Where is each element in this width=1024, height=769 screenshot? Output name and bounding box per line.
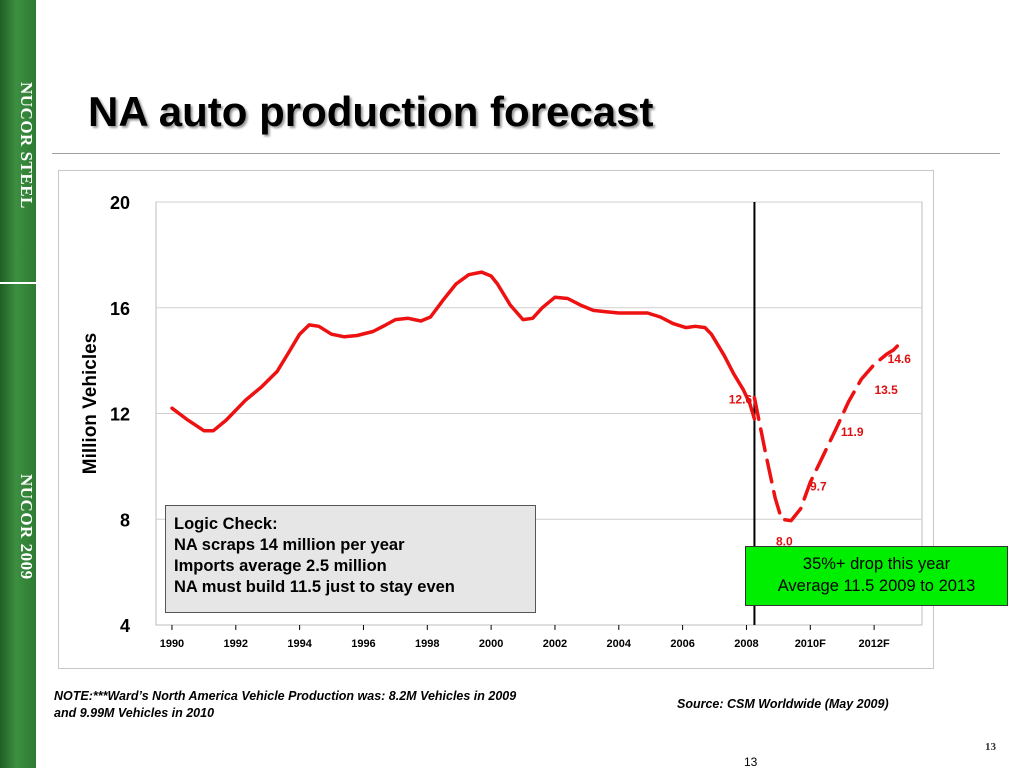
logic-check-box: Logic Check: NA scraps 14 million per ye… bbox=[165, 505, 536, 613]
sidebar: NUCOR STEEL NUCOR 2009 bbox=[0, 0, 36, 768]
data-label: 14.6 bbox=[888, 352, 912, 366]
data-label: 13.5 bbox=[874, 383, 898, 397]
logic-check-line: NA scraps 14 million per year bbox=[174, 536, 405, 554]
data-label: 12.6 bbox=[729, 393, 753, 407]
sidebar-year-label: NUCOR 2009 bbox=[17, 474, 36, 580]
y-tick-label: 20 bbox=[110, 193, 130, 213]
data-label: 9.7 bbox=[810, 479, 827, 493]
data-label: 8.0 bbox=[776, 534, 793, 548]
y-tick-label: 16 bbox=[110, 299, 130, 319]
line-chart: 4 8 12 16 20 Million Vehicles 1990 1992 1994 1996… bbox=[80, 193, 923, 650]
logic-check-line: Imports average 2.5 million bbox=[174, 557, 387, 575]
logic-check-line: NA must build 11.5 just to stay even bbox=[174, 578, 455, 596]
y-axis-label: Million Vehicles bbox=[80, 333, 101, 475]
x-tick-label: 1998 bbox=[415, 638, 439, 650]
x-tick-label: 2010F bbox=[795, 638, 826, 650]
x-tick-label: 2000 bbox=[479, 638, 503, 650]
x-tick-label: 2004 bbox=[607, 638, 632, 650]
x-tick-label: 1990 bbox=[160, 638, 184, 650]
y-tick-label: 12 bbox=[110, 405, 130, 425]
x-tick-label: 2008 bbox=[734, 638, 758, 650]
x-tick-label: 1994 bbox=[287, 638, 312, 650]
data-label: 11.9 bbox=[841, 425, 864, 439]
actual-series-line bbox=[170, 270, 757, 433]
x-tick-label: 2012F bbox=[859, 638, 890, 650]
callout-line: Average 11.5 2009 to 2013 bbox=[777, 577, 976, 595]
x-tick-label: 1996 bbox=[351, 638, 375, 650]
sidebar-brand-label: NUCOR STEEL bbox=[17, 81, 36, 209]
footnote-line: and 9.99M Vehicles in 2010 bbox=[54, 706, 215, 720]
x-tick-label: 2006 bbox=[670, 638, 694, 650]
y-tick-label: 8 bbox=[120, 510, 130, 530]
forecast-series-line bbox=[752, 340, 904, 523]
footnote-line: NOTE:***Ward’s North America Vehicle Pro… bbox=[54, 689, 517, 703]
y-tick-label: 4 bbox=[120, 616, 130, 636]
slide-title: NA auto production forecast bbox=[88, 88, 654, 135]
source-note: Source: CSM Worldwide (May 2009) bbox=[677, 697, 889, 711]
sidebar-divider bbox=[0, 282, 36, 284]
x-tick-label: 2002 bbox=[543, 638, 567, 650]
logic-check-title: Logic Check: bbox=[174, 515, 278, 533]
drop-callout-box: 35%+ drop this year Average 11.5 2009 to… bbox=[745, 546, 1008, 606]
page-number: 13 bbox=[744, 755, 758, 769]
page-number: 13 bbox=[985, 741, 996, 753]
callout-line: 35%+ drop this year bbox=[802, 555, 951, 573]
title-divider bbox=[52, 153, 1000, 154]
x-tick-label: 1992 bbox=[224, 638, 248, 650]
footnote: NOTE:***Ward’s North America Vehicle Pro… bbox=[54, 688, 614, 722]
